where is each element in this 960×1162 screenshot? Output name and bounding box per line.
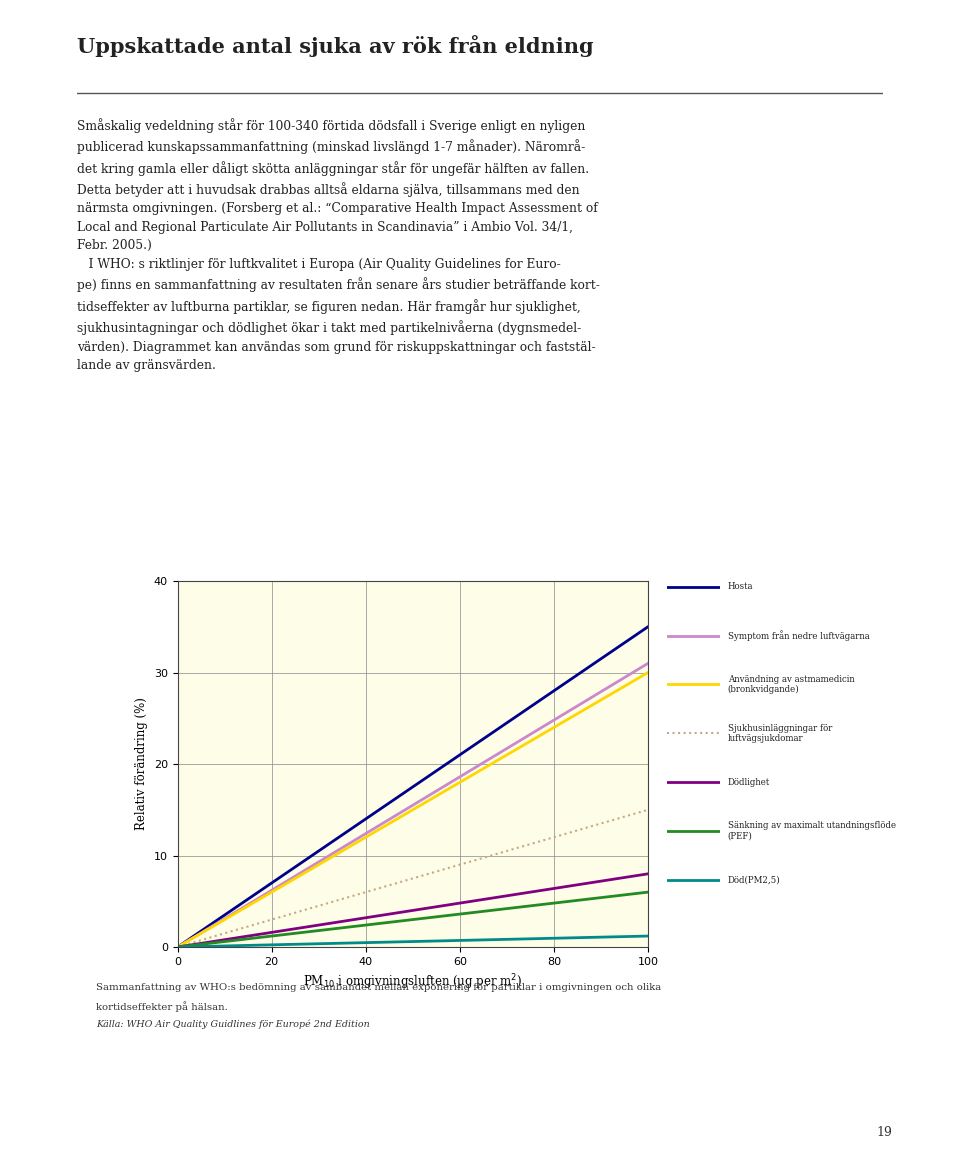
Y-axis label: Relativ förändring (%): Relativ förändring (%)	[135, 697, 148, 831]
Text: Död(PM2,5): Död(PM2,5)	[728, 875, 780, 884]
Text: Symptom från nedre luftvägarna: Symptom från nedre luftvägarna	[728, 630, 870, 641]
Text: Dödlighet: Dödlighet	[728, 777, 770, 787]
Text: 19: 19	[876, 1126, 893, 1140]
Text: Småskalig vedeldning står för 100-340 förtida dödsfall i Sverige enligt en nylig: Småskalig vedeldning står för 100-340 fö…	[77, 117, 600, 372]
Text: Källa: WHO Air Quality Guidlines för Europé 2nd Edition: Källa: WHO Air Quality Guidlines för Eur…	[96, 1020, 370, 1030]
Text: Uppskattade antal sjuka av rök från eldning: Uppskattade antal sjuka av rök från eldn…	[77, 35, 593, 57]
Text: Sänkning av maximalt utandningsflöde
(PEF): Sänkning av maximalt utandningsflöde (PE…	[728, 822, 896, 840]
Text: kortidseffekter på hälsan.: kortidseffekter på hälsan.	[96, 1000, 228, 1012]
Text: Sjukhusinläggningar för
luftvägsjukdomar: Sjukhusinläggningar för luftvägsjukdomar	[728, 724, 832, 743]
Text: Sammanfattning av WHO:s bedömning av sambandet mellan exponering för partiklar i: Sammanfattning av WHO:s bedömning av sam…	[96, 983, 661, 992]
Text: Användning av astmamedicin
(bronkvidgande): Användning av astmamedicin (bronkvidgand…	[728, 675, 854, 694]
Text: Hosta: Hosta	[728, 582, 754, 591]
X-axis label: PM$_{10}$ i omgivningsluften (µg per m$^2$): PM$_{10}$ i omgivningsluften (µg per m$^…	[303, 973, 522, 992]
